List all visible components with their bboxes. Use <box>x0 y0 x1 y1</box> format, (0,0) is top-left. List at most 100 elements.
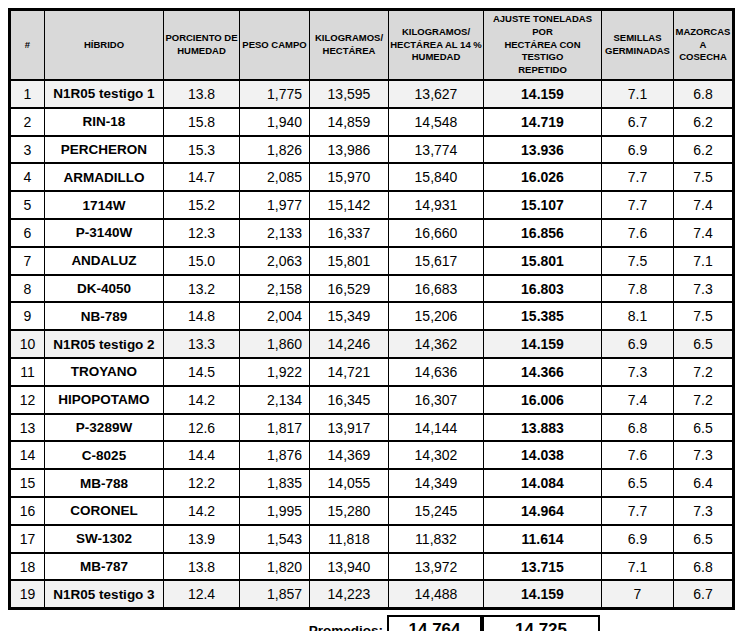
cell-semillas[interactable]: 7.8 <box>602 275 674 303</box>
cell-kgha[interactable]: 15,280 <box>310 497 389 525</box>
cell-num[interactable]: 10 <box>10 330 45 358</box>
cell-ajuste[interactable]: 16.856 <box>484 219 602 247</box>
cell-peso[interactable]: 2,063 <box>240 247 310 275</box>
cell-semillas[interactable]: 7.7 <box>602 191 674 219</box>
cell-peso[interactable]: 1,995 <box>240 497 310 525</box>
cell-peso[interactable]: 2,004 <box>240 302 310 330</box>
cell-hybrid[interactable]: MB-787 <box>45 553 164 581</box>
cell-semillas[interactable]: 6.8 <box>602 414 674 442</box>
cell-humedad[interactable]: 14.5 <box>164 358 240 386</box>
cell-semillas[interactable]: 7.7 <box>602 497 674 525</box>
cell-ajuste[interactable]: 14.159 <box>484 80 602 108</box>
cell-kgha[interactable]: 14,055 <box>310 469 389 497</box>
cell-ajuste[interactable]: 15.107 <box>484 191 602 219</box>
cell-num[interactable]: 5 <box>10 191 45 219</box>
cell-ajuste[interactable]: 15.385 <box>484 302 602 330</box>
cell-hybrid[interactable]: CORONEL <box>45 497 164 525</box>
cell-mazorcas[interactable]: 6.5 <box>674 414 734 442</box>
cell-ajuste[interactable]: 14.366 <box>484 358 602 386</box>
cell-kgha[interactable]: 15,349 <box>310 302 389 330</box>
cell-kgha14[interactable]: 13,972 <box>389 553 484 581</box>
cell-hybrid[interactable]: HIPOPOTAMO <box>45 386 164 414</box>
cell-ajuste[interactable]: 14.038 <box>484 441 602 469</box>
cell-kgha[interactable]: 14,859 <box>310 108 389 136</box>
cell-mazorcas[interactable]: 7.3 <box>674 275 734 303</box>
cell-num[interactable]: 15 <box>10 469 45 497</box>
cell-peso[interactable]: 2,133 <box>240 219 310 247</box>
cell-mazorcas[interactable]: 7.3 <box>674 441 734 469</box>
cell-peso[interactable]: 1,860 <box>240 330 310 358</box>
header-kgha[interactable]: KILOGRAMOS/HECTÁREA <box>310 10 389 81</box>
cell-mazorcas[interactable]: 6.5 <box>674 525 734 553</box>
cell-hybrid[interactable]: RIN-18 <box>45 108 164 136</box>
cell-kgha[interactable]: 13,986 <box>310 136 389 164</box>
cell-ajuste[interactable]: 16.803 <box>484 275 602 303</box>
cell-ajuste[interactable]: 13.883 <box>484 414 602 442</box>
cell-kgha[interactable]: 16,345 <box>310 386 389 414</box>
cell-ajuste[interactable]: 14.159 <box>484 580 602 608</box>
cell-peso[interactable]: 1,876 <box>240 441 310 469</box>
cell-peso[interactable]: 1,977 <box>240 191 310 219</box>
cell-hybrid[interactable]: ANDALUZ <box>45 247 164 275</box>
cell-kgha14[interactable]: 15,617 <box>389 247 484 275</box>
cell-peso[interactable]: 1,922 <box>240 358 310 386</box>
cell-ajuste[interactable]: 14.159 <box>484 330 602 358</box>
cell-kgha14[interactable]: 15,245 <box>389 497 484 525</box>
cell-ajuste[interactable]: 14.084 <box>484 469 602 497</box>
cell-peso[interactable]: 1,543 <box>240 525 310 553</box>
cell-hybrid[interactable]: N1R05 testigo 3 <box>45 580 164 608</box>
header-humedad[interactable]: PORCIENTO DEHUMEDAD <box>164 10 240 81</box>
cell-kgha[interactable]: 16,529 <box>310 275 389 303</box>
cell-num[interactable]: 11 <box>10 358 45 386</box>
cell-semillas[interactable]: 7.6 <box>602 219 674 247</box>
cell-humedad[interactable]: 13.2 <box>164 275 240 303</box>
header-mazorcas[interactable]: MAZORCASA COSECHA <box>674 10 734 81</box>
average-kgha14-cell[interactable]: 14,764 <box>387 615 482 631</box>
cell-ajuste[interactable]: 13.936 <box>484 136 602 164</box>
cell-mazorcas[interactable]: 6.4 <box>674 469 734 497</box>
cell-semillas[interactable]: 7.1 <box>602 553 674 581</box>
cell-mazorcas[interactable]: 6.7 <box>674 580 734 608</box>
cell-mazorcas[interactable]: 7.2 <box>674 386 734 414</box>
header-ajuste[interactable]: AJUSTE TONELADAS PORHECTÁREA CON TESTIGO… <box>484 10 602 81</box>
cell-peso[interactable]: 1,940 <box>240 108 310 136</box>
cell-num[interactable]: 14 <box>10 441 45 469</box>
cell-num[interactable]: 3 <box>10 136 45 164</box>
cell-humedad[interactable]: 14.2 <box>164 386 240 414</box>
cell-kgha14[interactable]: 14,548 <box>389 108 484 136</box>
cell-humedad[interactable]: 14.7 <box>164 163 240 191</box>
cell-mazorcas[interactable]: 6.2 <box>674 136 734 164</box>
cell-num[interactable]: 8 <box>10 275 45 303</box>
cell-peso[interactable]: 1,820 <box>240 553 310 581</box>
cell-humedad[interactable]: 13.9 <box>164 525 240 553</box>
cell-semillas[interactable]: 6.9 <box>602 525 674 553</box>
cell-kgha14[interactable]: 14,362 <box>389 330 484 358</box>
cell-semillas[interactable]: 8.1 <box>602 302 674 330</box>
cell-peso[interactable]: 1,826 <box>240 136 310 164</box>
cell-num[interactable]: 13 <box>10 414 45 442</box>
cell-num[interactable]: 7 <box>10 247 45 275</box>
cell-semillas[interactable]: 7.7 <box>602 163 674 191</box>
cell-ajuste[interactable]: 13.715 <box>484 553 602 581</box>
cell-humedad[interactable]: 15.0 <box>164 247 240 275</box>
cell-num[interactable]: 1 <box>10 80 45 108</box>
cell-hybrid[interactable]: ARMADILLO <box>45 163 164 191</box>
header-semillas[interactable]: SEMILLASGERMINADAS <box>602 10 674 81</box>
cell-kgha[interactable]: 15,142 <box>310 191 389 219</box>
cell-mazorcas[interactable]: 7.4 <box>674 191 734 219</box>
cell-kgha[interactable]: 15,801 <box>310 247 389 275</box>
cell-num[interactable]: 2 <box>10 108 45 136</box>
cell-ajuste[interactable]: 16.026 <box>484 163 602 191</box>
cell-mazorcas[interactable]: 6.5 <box>674 330 734 358</box>
cell-num[interactable]: 19 <box>10 580 45 608</box>
cell-mazorcas[interactable]: 7.5 <box>674 163 734 191</box>
cell-humedad[interactable]: 12.6 <box>164 414 240 442</box>
cell-humedad[interactable]: 14.2 <box>164 497 240 525</box>
cell-kgha[interactable]: 14,223 <box>310 580 389 608</box>
cell-kgha14[interactable]: 14,931 <box>389 191 484 219</box>
header-num[interactable]: # <box>10 10 45 81</box>
cell-humedad[interactable]: 12.3 <box>164 219 240 247</box>
cell-ajuste[interactable]: 15.801 <box>484 247 602 275</box>
cell-num[interactable]: 16 <box>10 497 45 525</box>
cell-humedad[interactable]: 13.8 <box>164 553 240 581</box>
